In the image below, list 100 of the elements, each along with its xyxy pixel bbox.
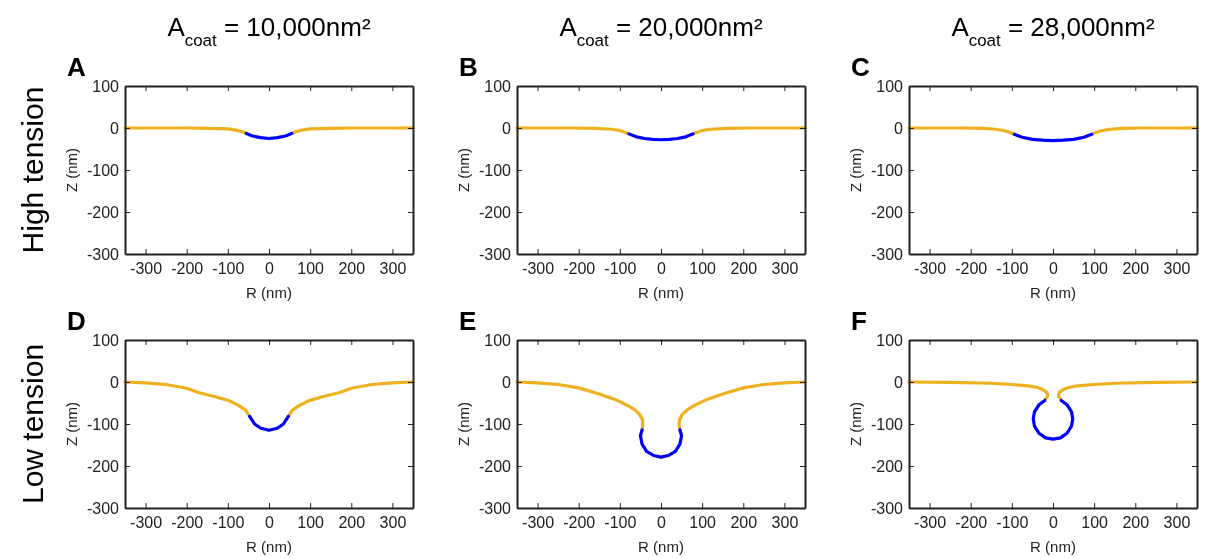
y-tick-label: 100	[92, 77, 120, 95]
x-tick-label: 0	[657, 514, 667, 532]
x-tick-label: 100	[297, 514, 325, 532]
line-series	[1031, 398, 1075, 441]
x-tick-label: 0	[265, 514, 275, 532]
y-tick-label: -100	[478, 161, 512, 179]
line-series	[907, 380, 1050, 401]
y-tick-label: -300	[86, 245, 120, 263]
chart-title: B	[459, 52, 478, 82]
x-axis-title: R (nm)	[638, 284, 684, 301]
x-tick-label: 100	[297, 260, 325, 278]
x-tick-label: -200	[171, 260, 204, 278]
x-axis-title: R (nm)	[246, 538, 292, 555]
chart-title: E	[459, 306, 477, 336]
y-tick-label: 0	[110, 119, 120, 137]
x-tick-label: -100	[604, 260, 637, 278]
x-tick-label: 200	[338, 514, 366, 532]
y-tick-label: 0	[502, 373, 512, 391]
line-series	[638, 428, 684, 459]
y-tick-label: -200	[870, 457, 904, 475]
y-tick-label: 100	[876, 77, 904, 95]
chart-subtitle: A$_{coat}$ = 28,000nm²	[951, 12, 1155, 50]
x-axis-title: R (nm)	[246, 284, 292, 301]
line-series	[515, 380, 645, 432]
x-tick-label: -300	[914, 514, 947, 532]
y-tick-label: -300	[86, 499, 120, 517]
chart-title: F	[851, 306, 867, 336]
x-tick-label: 100	[689, 514, 717, 532]
y-tick-label: -100	[86, 415, 120, 433]
y-tick-label: -100	[870, 415, 904, 433]
line-series	[286, 380, 415, 419]
x-tick-label: -200	[563, 514, 596, 532]
x-tick-label: 200	[338, 260, 366, 278]
x-tick-label: 300	[771, 514, 799, 532]
line-series	[123, 380, 252, 419]
x-tick-label: 200	[730, 514, 758, 532]
y-tick-label: 100	[484, 77, 512, 95]
line-series	[1012, 132, 1094, 143]
x-tick-label: -300	[130, 514, 163, 532]
x-tick-label: -300	[130, 260, 163, 278]
y-tick-label: 0	[110, 373, 120, 391]
x-tick-label: 300	[771, 260, 799, 278]
y-axis-title: Z (nm)	[455, 401, 472, 447]
chart-title: C	[851, 52, 870, 82]
x-tick-label: -100	[212, 260, 245, 278]
text: High tension	[16, 86, 49, 254]
x-tick-label: 100	[1081, 514, 1109, 532]
y-tick-label: 0	[894, 373, 904, 391]
chart-subtitle: A$_{coat}$ = 20,000nm²	[559, 12, 763, 50]
x-tick-label: -200	[955, 514, 988, 532]
x-tick-label: -200	[171, 514, 204, 532]
y-tick-label: 0	[894, 119, 904, 137]
line-series	[1090, 126, 1199, 136]
x-tick-label: 200	[1122, 260, 1150, 278]
x-tick-label: 200	[1122, 514, 1150, 532]
line-series	[1056, 380, 1199, 401]
y-tick-label: -100	[870, 161, 904, 179]
y-tick-label: -100	[478, 415, 512, 433]
x-tick-label: -300	[914, 260, 947, 278]
y-axis-title: Z (nm)	[847, 147, 864, 193]
x-tick-label: 0	[1049, 514, 1059, 532]
y-tick-label: -200	[870, 203, 904, 221]
x-tick-label: -200	[955, 260, 988, 278]
chart-subtitle: A$_{coat}$ = 10,000nm²	[167, 12, 371, 50]
y-tick-label: -300	[478, 499, 512, 517]
x-tick-label: 0	[265, 260, 275, 278]
x-axis-title: R (nm)	[638, 538, 684, 555]
x-axis-title: R (nm)	[1030, 538, 1076, 555]
x-tick-label: 300	[1163, 514, 1191, 532]
y-axis-title: Z (nm)	[63, 401, 80, 447]
x-tick-label: -100	[604, 514, 637, 532]
x-tick-label: 100	[689, 260, 717, 278]
y-tick-label: -200	[478, 457, 512, 475]
line-series	[677, 380, 807, 432]
y-tick-label: -100	[86, 161, 120, 179]
x-tick-label: 0	[657, 260, 667, 278]
y-axis-title: Z (nm)	[847, 401, 864, 447]
x-tick-label: -100	[212, 514, 245, 532]
x-tick-label: 200	[730, 260, 758, 278]
x-tick-label: -200	[563, 260, 596, 278]
y-tick-label: 100	[484, 331, 512, 349]
y-tick-label: -200	[86, 203, 120, 221]
chart-title: D	[67, 306, 86, 336]
y-tick-label: -300	[870, 245, 904, 263]
x-tick-label: 300	[379, 260, 407, 278]
x-tick-label: -100	[996, 260, 1029, 278]
x-tick-label: 100	[1081, 260, 1109, 278]
x-axis-title: R (nm)	[1030, 284, 1076, 301]
x-tick-label: -300	[522, 260, 555, 278]
line-series	[907, 126, 1016, 136]
chart-title: A	[67, 52, 86, 82]
y-tick-label: -200	[86, 457, 120, 475]
y-tick-label: -200	[478, 203, 512, 221]
y-tick-label: 0	[502, 119, 512, 137]
y-tick-label: -300	[870, 499, 904, 517]
text: Low tension	[16, 343, 49, 505]
y-axis-title: Z (nm)	[63, 147, 80, 193]
line-series	[248, 414, 290, 432]
y-tick-label: 100	[92, 331, 120, 349]
x-tick-label: 0	[1049, 260, 1059, 278]
